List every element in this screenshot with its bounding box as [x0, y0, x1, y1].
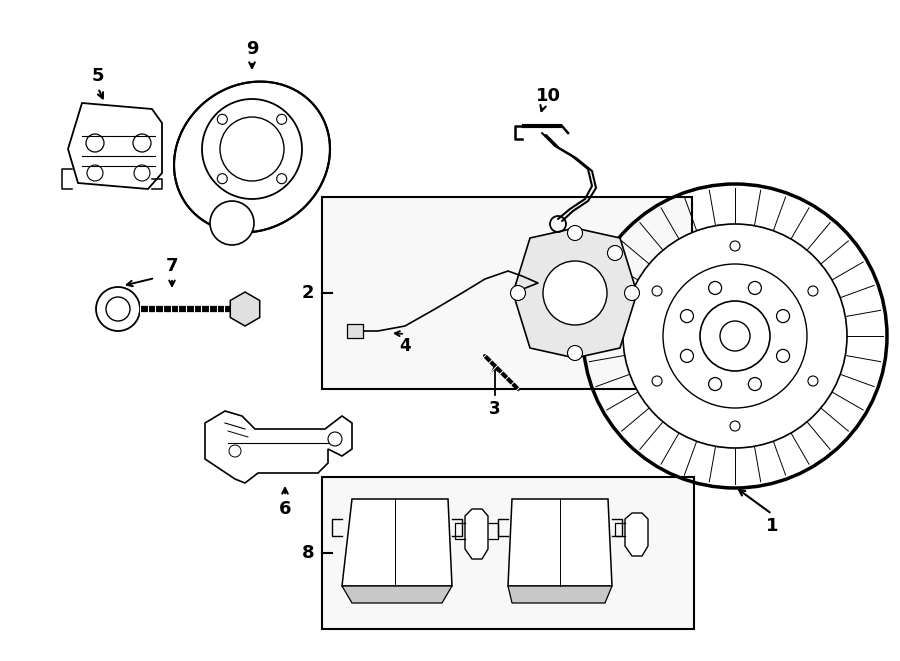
Text: 3: 3 — [490, 400, 500, 418]
Circle shape — [663, 264, 807, 408]
Polygon shape — [230, 292, 260, 326]
Circle shape — [217, 174, 228, 184]
Polygon shape — [508, 586, 612, 603]
Bar — [347, 324, 363, 338]
Bar — [322, 477, 694, 629]
Circle shape — [86, 134, 104, 152]
Polygon shape — [205, 411, 352, 483]
Text: 8: 8 — [302, 544, 314, 562]
Circle shape — [777, 350, 789, 362]
Circle shape — [708, 282, 722, 294]
Circle shape — [808, 376, 818, 386]
Text: 9: 9 — [246, 40, 258, 58]
Circle shape — [328, 432, 342, 446]
Circle shape — [608, 245, 623, 260]
Polygon shape — [513, 228, 637, 358]
Text: 7: 7 — [166, 257, 178, 275]
Polygon shape — [342, 586, 452, 603]
Text: 10: 10 — [536, 87, 561, 105]
Polygon shape — [465, 509, 488, 559]
Circle shape — [568, 225, 582, 241]
Circle shape — [568, 346, 582, 360]
Circle shape — [106, 297, 130, 321]
Circle shape — [217, 114, 228, 124]
Text: 6: 6 — [279, 500, 292, 518]
Circle shape — [808, 286, 818, 296]
Text: 2: 2 — [302, 284, 314, 302]
Circle shape — [625, 286, 640, 301]
Circle shape — [133, 134, 151, 152]
Circle shape — [720, 321, 750, 351]
Text: 5: 5 — [92, 67, 104, 85]
Circle shape — [730, 241, 740, 251]
Circle shape — [749, 377, 761, 391]
Bar — [322, 197, 692, 389]
Polygon shape — [68, 103, 162, 189]
Circle shape — [700, 301, 770, 371]
Circle shape — [276, 174, 287, 184]
Circle shape — [708, 377, 722, 391]
Circle shape — [229, 445, 241, 457]
Circle shape — [210, 201, 254, 245]
Circle shape — [680, 309, 694, 323]
Circle shape — [777, 309, 789, 323]
Circle shape — [510, 286, 526, 301]
Circle shape — [543, 261, 607, 325]
Circle shape — [87, 165, 103, 181]
Text: 4: 4 — [400, 337, 410, 355]
Circle shape — [623, 224, 847, 448]
Circle shape — [652, 376, 662, 386]
Circle shape — [134, 165, 150, 181]
Circle shape — [749, 282, 761, 294]
Polygon shape — [342, 499, 452, 586]
Circle shape — [652, 286, 662, 296]
Text: 1: 1 — [766, 517, 778, 535]
Circle shape — [96, 287, 140, 331]
Circle shape — [276, 114, 287, 124]
Circle shape — [730, 421, 740, 431]
Circle shape — [680, 350, 694, 362]
Polygon shape — [625, 513, 648, 556]
Polygon shape — [508, 499, 612, 586]
Polygon shape — [174, 81, 330, 233]
